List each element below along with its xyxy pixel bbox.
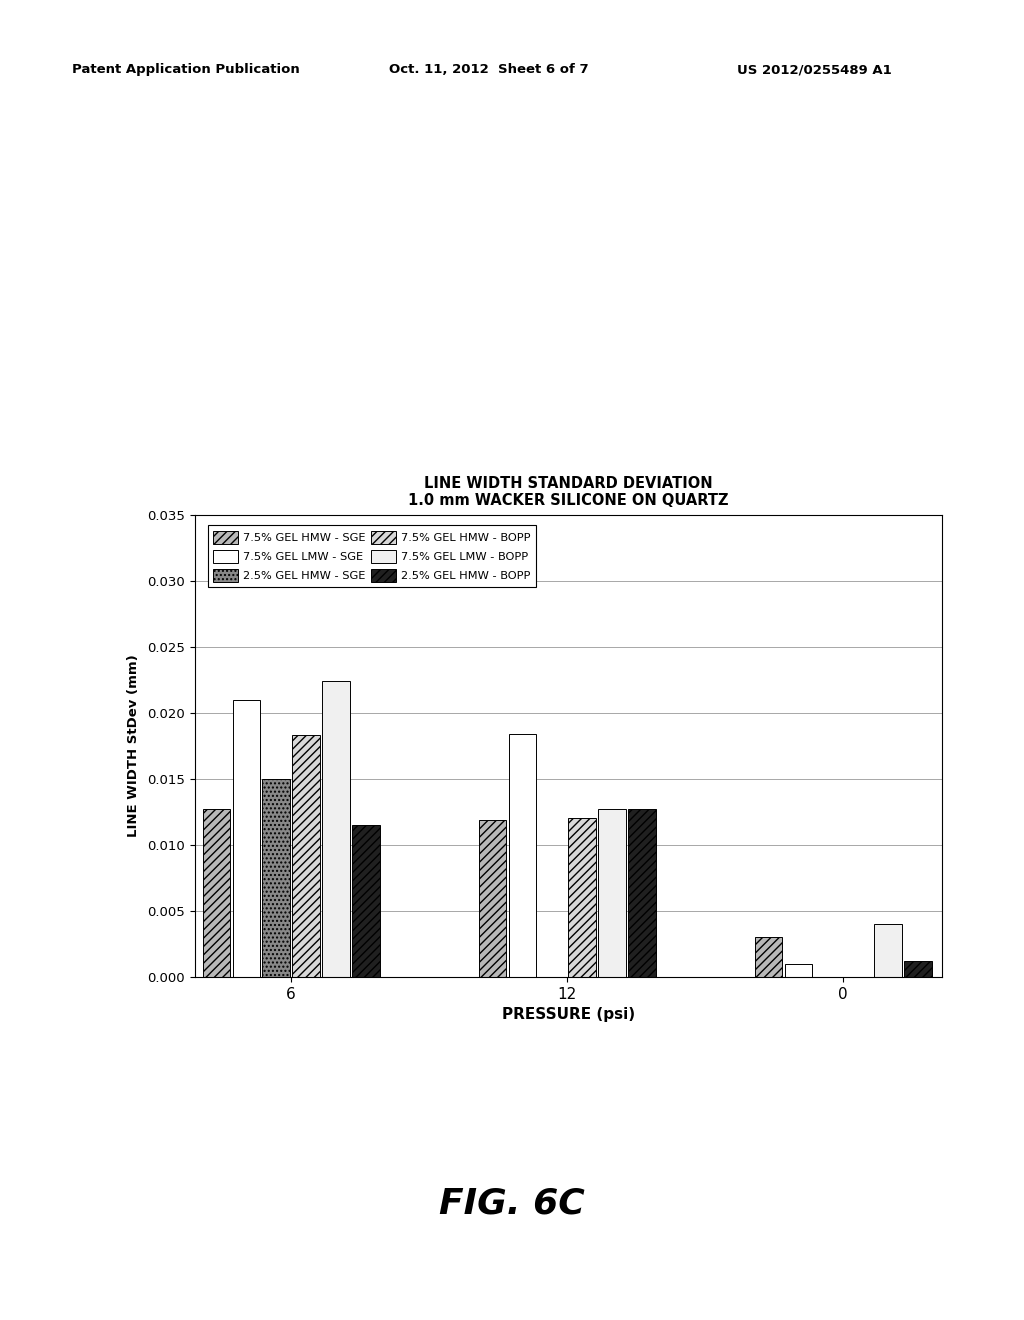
X-axis label: PRESSURE (psi): PRESSURE (psi) [502, 1007, 635, 1022]
Bar [203, 809, 230, 977]
Bar [755, 937, 782, 977]
Bar [232, 700, 260, 977]
Bar [598, 809, 626, 977]
Bar [784, 964, 812, 977]
Bar [874, 924, 902, 977]
Bar [478, 820, 506, 977]
Bar [352, 825, 380, 977]
Bar [509, 734, 537, 977]
Text: Oct. 11, 2012  Sheet 6 of 7: Oct. 11, 2012 Sheet 6 of 7 [389, 63, 589, 77]
Legend: 7.5% GEL HMW - SGE, 7.5% GEL LMW - SGE, 2.5% GEL HMW - SGE, 7.5% GEL HMW - BOPP,: 7.5% GEL HMW - SGE, 7.5% GEL LMW - SGE, … [208, 525, 536, 587]
Title: LINE WIDTH STANDARD DEVIATION
1.0 mm WACKER SILICONE ON QUARTZ: LINE WIDTH STANDARD DEVIATION 1.0 mm WAC… [409, 475, 728, 508]
Bar [904, 961, 932, 977]
Bar [568, 818, 596, 977]
Bar [628, 809, 655, 977]
Bar [262, 779, 290, 977]
Bar [293, 735, 319, 977]
Text: Patent Application Publication: Patent Application Publication [72, 63, 299, 77]
Text: FIG. 6C: FIG. 6C [439, 1187, 585, 1221]
Text: US 2012/0255489 A1: US 2012/0255489 A1 [737, 63, 892, 77]
Bar [323, 681, 350, 977]
Y-axis label: LINE WIDTH StDev (mm): LINE WIDTH StDev (mm) [127, 655, 140, 837]
